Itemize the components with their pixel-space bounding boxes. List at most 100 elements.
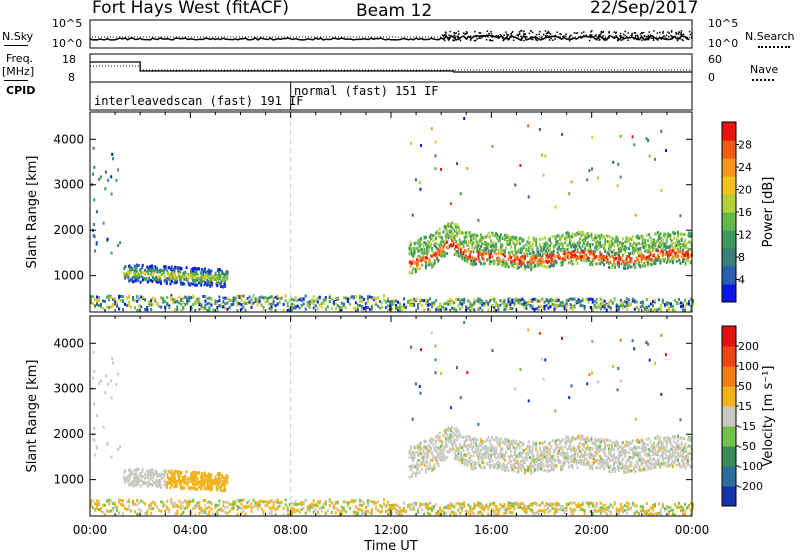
power-cell — [156, 270, 159, 274]
velocity-cell — [170, 498, 173, 502]
velocity-cell — [183, 486, 186, 490]
velocity-cell — [667, 512, 670, 515]
power-cell — [467, 299, 470, 303]
velocity-cell — [360, 509, 363, 512]
power-cell — [618, 261, 620, 265]
power-cell — [463, 300, 466, 304]
power-cell — [496, 237, 499, 240]
velocity-cell — [455, 449, 457, 453]
velocity-cell — [387, 512, 389, 516]
power-cell — [501, 243, 504, 247]
velocity-cell — [434, 435, 437, 439]
power-cell — [488, 255, 491, 259]
velocity-cell — [144, 502, 147, 506]
power-cell — [501, 263, 504, 267]
power-cell — [590, 249, 593, 253]
power-cell — [586, 178, 589, 182]
power-cell — [426, 256, 429, 260]
velocity-cell — [225, 478, 228, 482]
power-cell — [242, 294, 245, 298]
velocity-cell — [188, 503, 191, 507]
power-cell — [495, 247, 498, 250]
power-cell — [427, 249, 430, 253]
power-cell — [645, 307, 648, 311]
velocity-cell — [248, 499, 251, 503]
power-cell — [174, 308, 177, 312]
power-cell — [226, 296, 229, 300]
velocity-cell — [170, 471, 173, 475]
power-cell — [620, 246, 623, 250]
power-cell — [668, 255, 671, 259]
power-cell — [508, 242, 511, 246]
velocity-cell — [254, 504, 257, 507]
power-cell — [554, 205, 557, 209]
velocity-cell — [108, 510, 111, 513]
velocity-cell — [190, 486, 193, 490]
power-cell — [300, 299, 303, 303]
power-cell — [625, 255, 628, 258]
velocity-cell — [147, 470, 150, 474]
velocity-cell — [278, 501, 281, 505]
power-cell — [485, 252, 488, 255]
velocity-cell — [170, 477, 173, 480]
power-cell — [680, 301, 682, 305]
velocity-cell — [505, 508, 508, 512]
power-cell — [680, 244, 683, 248]
power-cell — [629, 243, 632, 247]
velocity-cell — [288, 510, 291, 514]
velocity-cell — [667, 505, 670, 509]
power-cell — [328, 294, 331, 298]
power-cell — [140, 271, 143, 275]
power-cell — [439, 308, 442, 312]
power-cell — [575, 254, 578, 258]
velocity-cell — [366, 499, 369, 503]
power-cell — [509, 297, 512, 301]
velocity-cell — [437, 512, 440, 516]
power-cell — [545, 241, 548, 245]
velocity-cell — [669, 506, 672, 510]
power-cell — [366, 305, 369, 309]
power-cell — [519, 301, 522, 305]
power-cell — [521, 254, 524, 258]
power-cell — [437, 242, 440, 246]
velocity-cell — [513, 505, 516, 509]
power-cell — [163, 275, 166, 279]
velocity-cell — [415, 501, 418, 505]
power-cell — [296, 298, 299, 302]
power-cell — [220, 302, 223, 306]
velocity-cell — [141, 470, 144, 474]
power-cell — [413, 297, 416, 301]
power-cell — [629, 252, 632, 256]
velocity-cell — [421, 455, 424, 459]
power-cell — [423, 259, 426, 263]
power-cell — [543, 300, 546, 304]
power-cell — [417, 306, 420, 310]
noise-dot — [559, 37, 561, 39]
power-cell — [670, 259, 673, 263]
power-cell — [624, 240, 627, 244]
power-cell — [250, 298, 253, 302]
power-cell — [586, 231, 589, 235]
velocity-cell — [547, 510, 550, 514]
noise-dot — [686, 37, 689, 39]
power-cell — [679, 246, 682, 250]
power-cell — [585, 297, 588, 301]
power-cell — [503, 265, 506, 268]
power-cell — [172, 275, 174, 278]
power-cell — [658, 259, 661, 263]
power-cell — [92, 172, 94, 176]
power-cell — [525, 304, 528, 308]
velocity-cell — [395, 503, 397, 507]
velocity-cell — [150, 471, 152, 475]
velocity-cell — [372, 502, 375, 505]
power-cell — [669, 259, 672, 263]
power-cell — [364, 305, 367, 309]
power-cell — [692, 302, 694, 306]
nave-dotted-line — [752, 79, 774, 81]
power-cell — [607, 305, 610, 309]
velocity-cell — [110, 499, 113, 503]
power-cell — [318, 295, 321, 299]
velocity-cell — [127, 474, 130, 478]
power-cell — [171, 276, 174, 280]
power-cell — [678, 259, 681, 263]
